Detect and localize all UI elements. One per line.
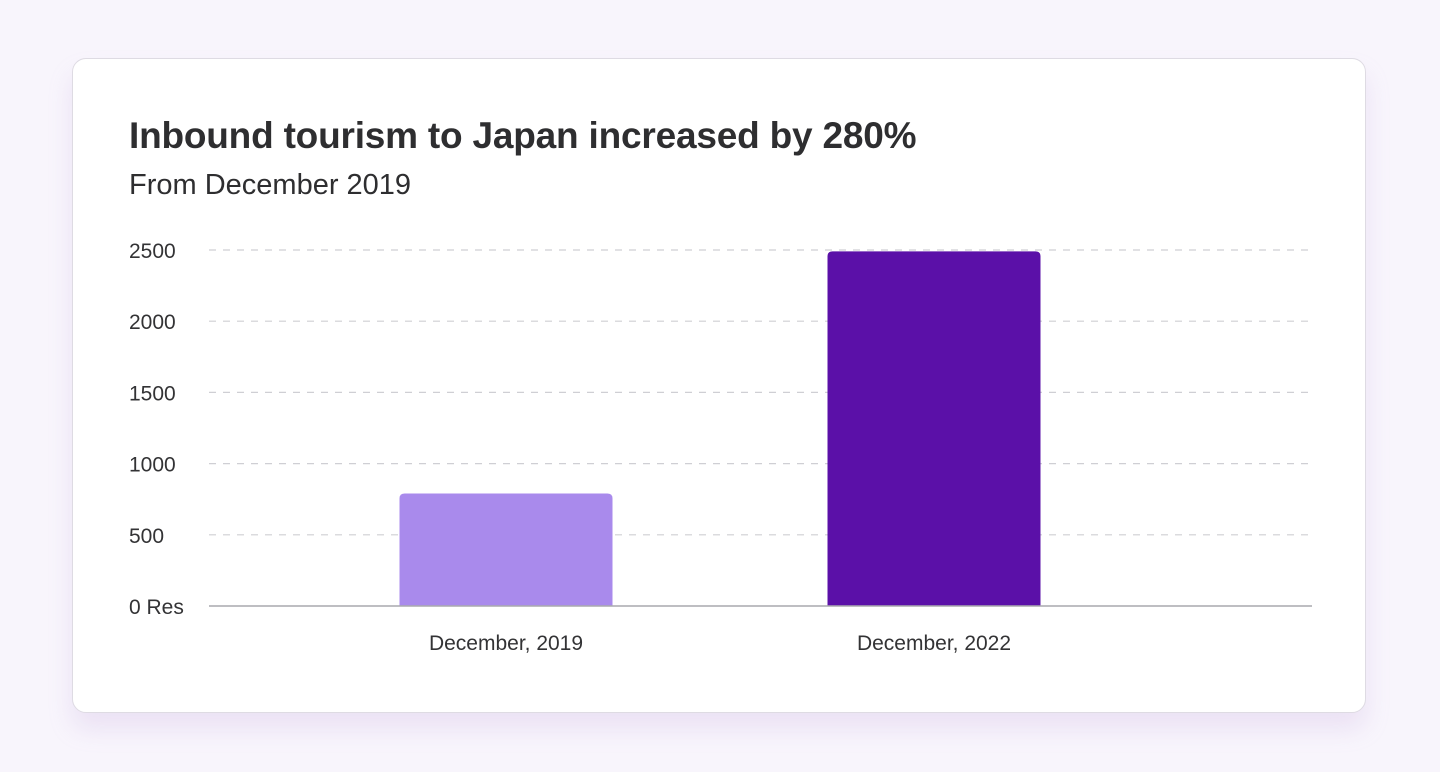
bars bbox=[399, 251, 1041, 606]
y-tick-label: 0 Res bbox=[129, 596, 184, 619]
y-tick-label: 1500 bbox=[129, 382, 176, 405]
y-tick-label: 2000 bbox=[129, 311, 176, 334]
chart-card: Inbound tourism to Japan increased by 28… bbox=[72, 58, 1366, 713]
bar bbox=[827, 251, 1041, 606]
chart-title: Inbound tourism to Japan increased by 28… bbox=[129, 115, 917, 156]
y-tick-label: 2500 bbox=[129, 240, 176, 263]
chart-subtitle: From December 2019 bbox=[129, 169, 412, 201]
x-axis-labels: December, 2019 December, 2022 bbox=[429, 632, 1011, 655]
x-tick-label: December, 2019 bbox=[429, 632, 583, 655]
bar bbox=[399, 493, 613, 606]
x-tick-label: December, 2022 bbox=[857, 632, 1011, 655]
y-axis-ticks: 0 Res 500 1000 1500 2000 2500 bbox=[129, 240, 184, 619]
gridlines bbox=[209, 249, 1312, 536]
y-tick-label: 500 bbox=[129, 525, 164, 548]
y-tick-label: 1000 bbox=[129, 454, 176, 477]
